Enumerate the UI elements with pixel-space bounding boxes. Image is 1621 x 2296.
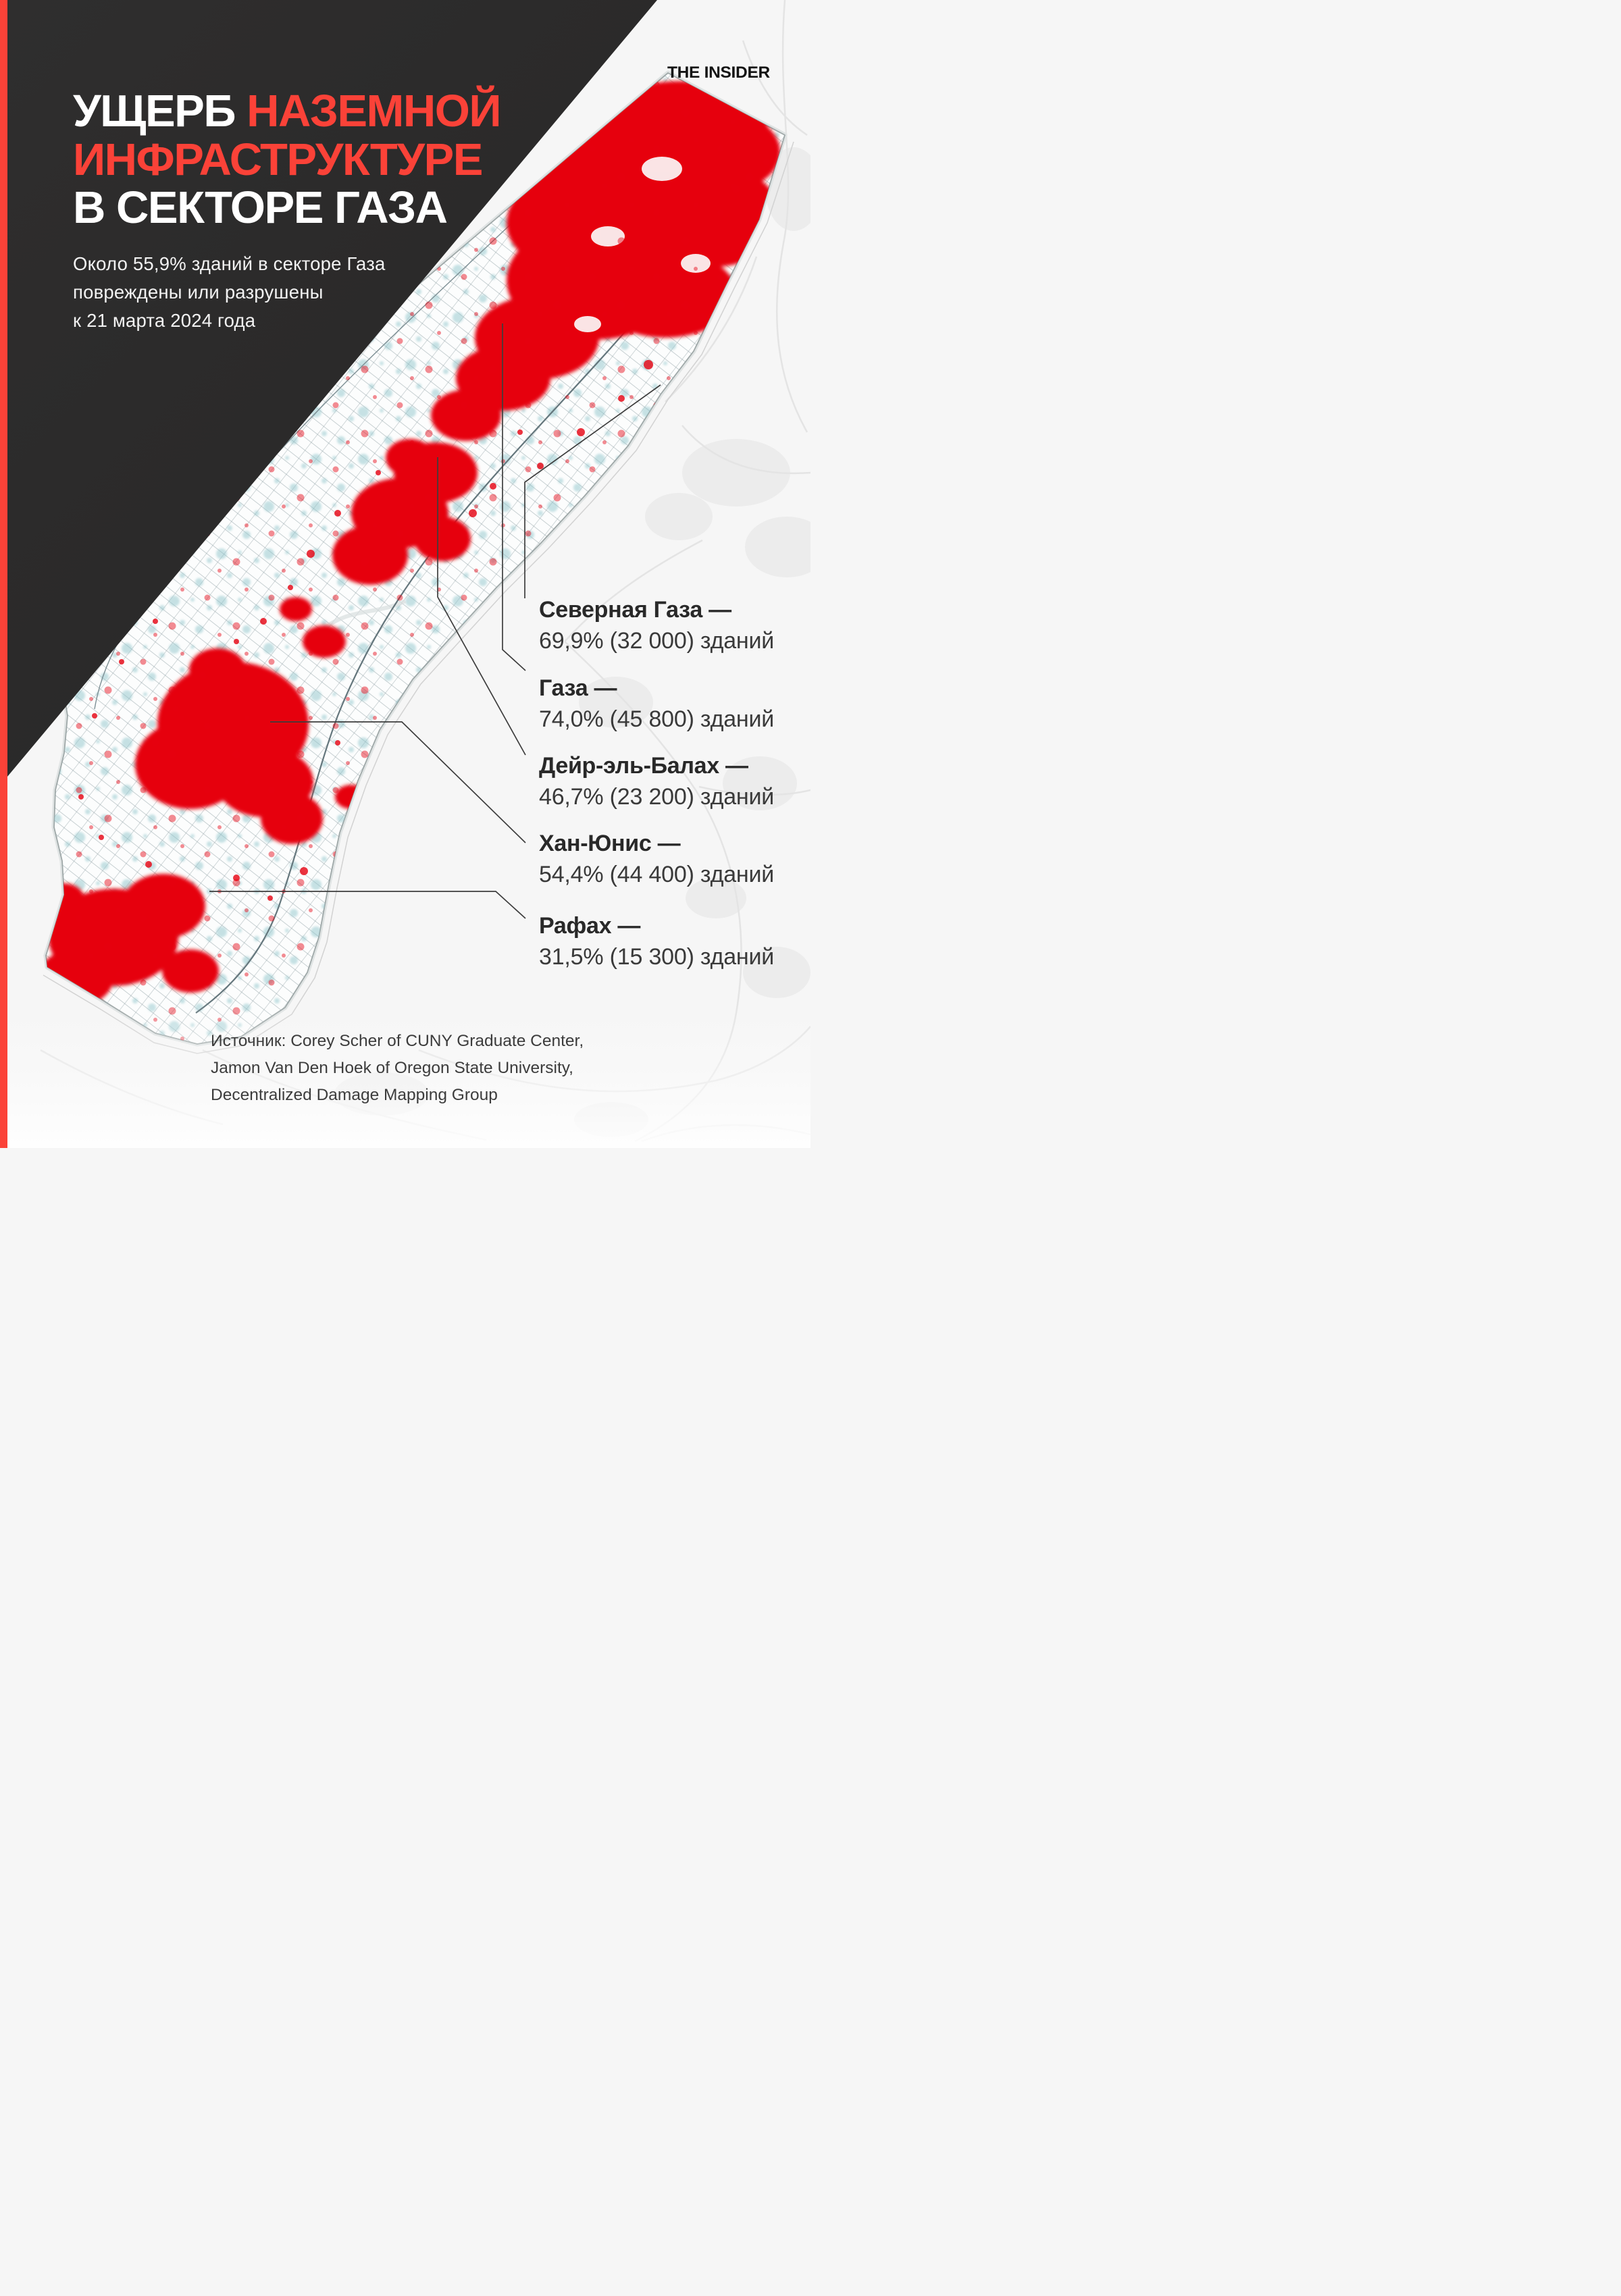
leader-line-deir-al-balah — [437, 457, 526, 756]
brand-logo: THE INSIDER — [667, 63, 770, 82]
subtitle-line: к 21 марта 2024 года — [73, 309, 256, 331]
leader-lines — [209, 323, 661, 919]
title-part-white-1: УЩЕРБ — [73, 85, 247, 136]
source-credit: Источник: Corey Scher of CUNY Graduate C… — [211, 1028, 657, 1110]
leader-line-north-gaza — [524, 384, 661, 598]
source-line: Источник: Corey Scher of CUNY Graduate C… — [211, 1032, 584, 1050]
region-name: Газа — — [539, 675, 617, 701]
region-value: 69,9% (32 000) зданий — [539, 628, 775, 654]
map-bottom-fade — [0, 999, 810, 1148]
subtitle-line: Около 55,9% зданий в секторе Газа — [73, 253, 386, 274]
region-name: Рафах — — [539, 913, 641, 939]
source-line: Decentralized Damage Mapping Group — [211, 1086, 498, 1105]
title-part-red-1: НАЗЕМНОЙ — [247, 85, 501, 136]
region-label-deir-al-balah: Дейр-эль-Балах — 46,7% (23 200) зданий — [539, 753, 823, 810]
region-label-north-gaza: Северная Газа — 69,9% (32 000) зданий — [539, 597, 823, 654]
region-label-khan-younis: Хан-Юнис — 54,4% (44 400) зданий — [539, 831, 823, 888]
subtitle: Около 55,9% зданий в секторе Газа повреж… — [73, 250, 451, 334]
leader-line-rafah — [209, 891, 526, 919]
leader-line-gaza — [502, 323, 526, 671]
title-part-red-2: ИНФРАСТРУКТУРЕ — [73, 134, 483, 185]
region-label-gaza: Газа — 74,0% (45 800) зданий — [539, 675, 823, 733]
subtitle-line: повреждены или разрушены — [73, 281, 324, 303]
source-line: Jamon Van Den Hoek of Oregon State Unive… — [211, 1059, 573, 1078]
region-value: 54,4% (44 400) зданий — [539, 862, 775, 887]
leader-line-khan-younis — [270, 721, 526, 843]
title-part-white-2: В СЕКТОРЕ ГАЗА — [73, 182, 448, 234]
region-value: 46,7% (23 200) зданий — [539, 784, 775, 810]
region-name: Хан-Юнис — — [539, 831, 681, 856]
region-name: Северная Газа — — [539, 597, 731, 623]
region-value: 31,5% (15 300) зданий — [539, 944, 775, 970]
accent-bar — [0, 0, 7, 1148]
region-value: 74,0% (45 800) зданий — [539, 706, 775, 732]
page-title: УЩЕРБ НАЗЕМНОЙ ИНФРАСТРУКТУРЕ В СЕКТОРЕ … — [73, 87, 532, 232]
region-label-rafah: Рафах — 31,5% (15 300) зданий — [539, 913, 823, 970]
region-name: Дейр-эль-Балах — — [539, 753, 748, 779]
